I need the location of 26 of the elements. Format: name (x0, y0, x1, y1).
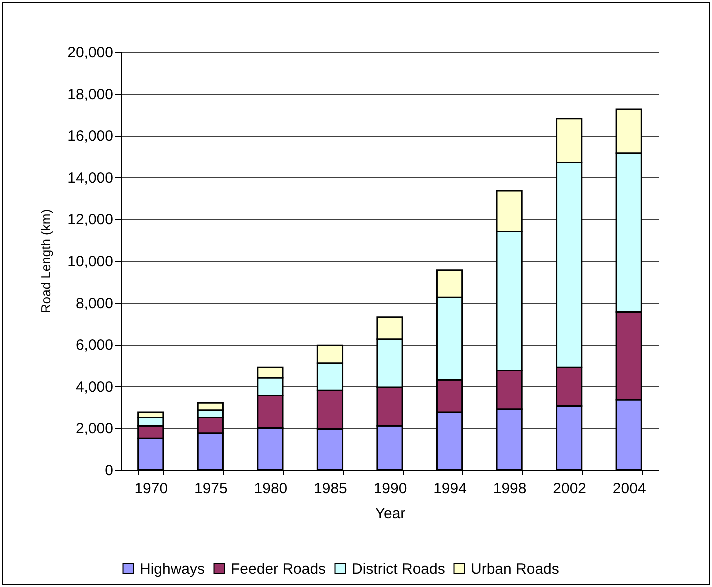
x-tick-label: 1985 (314, 480, 348, 498)
legend-label: Feeder Roads (231, 560, 326, 578)
legend-label: District Roads (352, 560, 446, 578)
x-tick-label: 1990 (374, 480, 408, 498)
x-tick-label: 2004 (612, 480, 646, 498)
y-tick-label: 12,000 (68, 212, 114, 229)
y-tick-label: 18,000 (68, 86, 114, 104)
x-tick-label: 1998 (493, 480, 527, 498)
y-tick-label: 16,000 (68, 128, 114, 146)
y-tick-label: 6,000 (76, 337, 114, 354)
x-tick-label: 1980 (254, 480, 288, 498)
x-tick-label: 1994 (434, 480, 467, 498)
y-tick-label: 2,000 (76, 420, 114, 438)
y-tick-label: 0 (105, 462, 114, 480)
y-tick-label: 8,000 (76, 295, 114, 312)
x-tick-label: 1970 (134, 480, 168, 498)
x-axis-title: Year (375, 506, 406, 522)
legend-label: Urban Roads (471, 560, 560, 578)
y-tick-label: 20,000 (68, 44, 114, 62)
x-tick-label: 2002 (553, 480, 587, 498)
y-tick-label: 14,000 (68, 170, 114, 187)
y-tick-label: 4,000 (76, 378, 114, 396)
legend-label: Highways (140, 560, 206, 578)
y-tick-label: 10,000 (68, 254, 114, 270)
x-tick-label: 1975 (194, 480, 228, 498)
y-axis-title: Road Length (km) (38, 209, 54, 314)
